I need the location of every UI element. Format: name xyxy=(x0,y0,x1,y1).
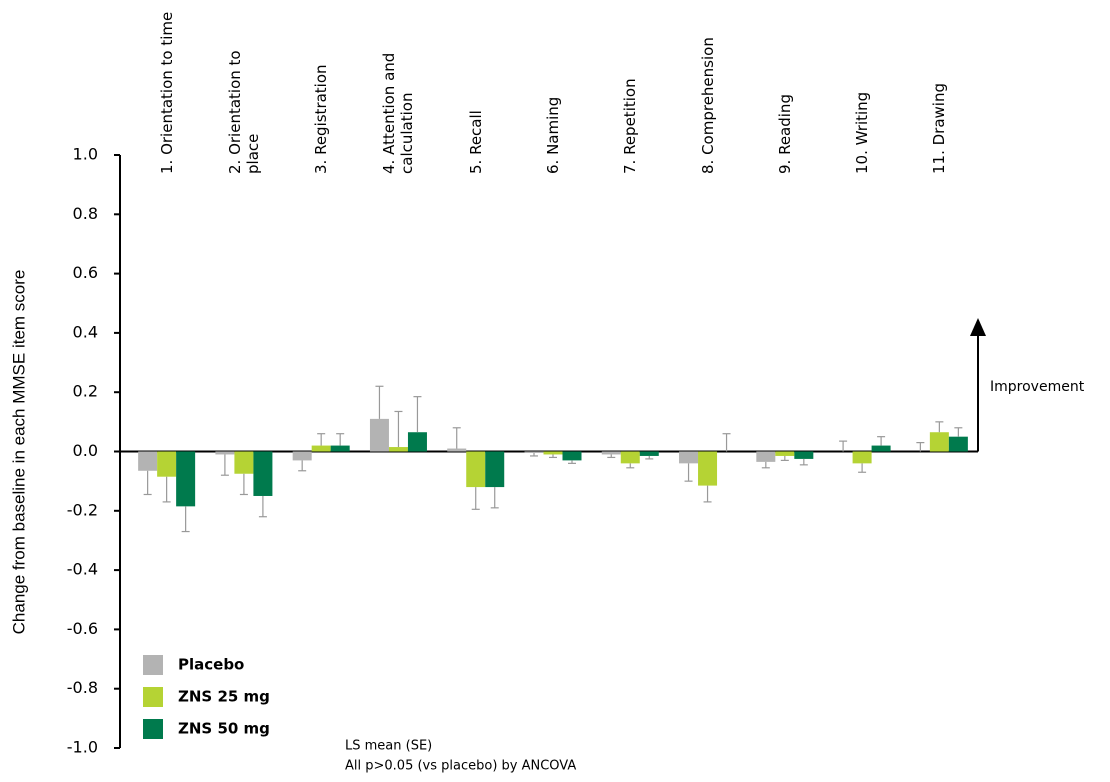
bar xyxy=(369,418,389,452)
y-tick-label: 0.0 xyxy=(73,441,98,460)
x-tick-label: 8. Comprehension xyxy=(698,37,717,174)
legend-label: ZNS 25 mg xyxy=(178,688,270,706)
bar xyxy=(447,448,467,452)
bar xyxy=(929,432,949,452)
bar xyxy=(330,445,350,452)
arrow-head xyxy=(970,318,986,336)
y-tick-label: 0.6 xyxy=(73,263,98,282)
bar xyxy=(775,451,795,456)
y-tick-label: 0.2 xyxy=(73,382,98,401)
bar xyxy=(562,451,582,461)
bar xyxy=(524,451,544,453)
bar xyxy=(234,451,254,474)
x-tick-label: 10. Writing xyxy=(853,91,872,174)
bar xyxy=(138,451,158,471)
annotation: Improvement xyxy=(990,379,1085,395)
bar xyxy=(852,451,872,464)
y-tick-label: -0.4 xyxy=(67,560,98,579)
bar xyxy=(157,451,177,477)
bar xyxy=(215,451,235,455)
x-tick-label: 2. Orientation to place xyxy=(225,50,262,174)
x-tick-label: 5. Recall xyxy=(466,110,485,174)
legend-label: ZNS 50 mg xyxy=(178,720,270,738)
legend-label: Placebo xyxy=(178,656,244,674)
bar xyxy=(253,451,273,496)
footnote: All p>0.05 (vs placebo) by ANCOVA xyxy=(345,759,576,774)
x-tick-label: 11. Drawing xyxy=(930,83,949,174)
bar xyxy=(388,447,408,452)
bar xyxy=(679,451,699,464)
x-tick-label: 1. Orientation to time xyxy=(157,11,176,174)
bar xyxy=(620,451,640,464)
y-tick-label: -0.8 xyxy=(67,678,98,697)
bar xyxy=(601,451,621,455)
bar xyxy=(871,445,891,452)
x-tick-label: 9. Reading xyxy=(775,94,794,174)
y-tick-label: 1.0 xyxy=(73,145,98,164)
bar xyxy=(407,432,427,452)
bar xyxy=(466,451,486,488)
x-tick-label: 4. Attention and calculation xyxy=(380,52,417,174)
y-tick-label: -0.6 xyxy=(67,619,98,638)
footnote: LS mean (SE) xyxy=(345,739,432,754)
bar xyxy=(639,451,659,456)
bar xyxy=(698,451,718,486)
y-tick-label: -1.0 xyxy=(67,738,98,757)
y-tick-label: 0.4 xyxy=(73,322,98,341)
bar xyxy=(543,451,563,455)
x-tick-label: 7. Repetition xyxy=(621,78,640,174)
bar xyxy=(948,436,968,452)
y-tick-label: 0.8 xyxy=(73,204,98,223)
bar xyxy=(794,451,814,459)
legend-swatch xyxy=(143,719,163,739)
bar xyxy=(756,451,776,462)
bar xyxy=(485,451,505,488)
x-tick-label: 3. Registration xyxy=(312,64,331,174)
legend-swatch xyxy=(143,655,163,675)
y-axis-label: Change from baseline in each MMSE item s… xyxy=(9,270,28,635)
x-tick-label: 6. Naming xyxy=(544,96,562,174)
bar xyxy=(311,445,331,452)
legend-swatch xyxy=(143,687,163,707)
y-tick-label: -0.2 xyxy=(67,500,98,519)
bar xyxy=(292,451,312,461)
bar xyxy=(176,451,196,507)
